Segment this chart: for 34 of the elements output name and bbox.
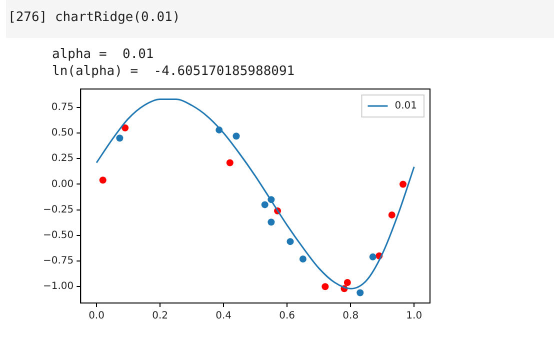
x-tick-label: 0.4 (216, 310, 232, 322)
point (232, 132, 240, 140)
point (322, 283, 329, 290)
point (99, 176, 106, 184)
y-tick-label: 0.25 (51, 153, 74, 164)
x-tick-label: 0.2 (152, 310, 168, 322)
y-tick-label: −1.00 (42, 281, 74, 292)
text: alpha = 0.01 (52, 46, 155, 63)
text: [276] chartRidge(0.01) (8, 10, 180, 25)
x-tick-label: 0.0 (88, 310, 104, 322)
point (388, 211, 396, 218)
y-tick-label: 0.50 (51, 128, 74, 139)
x-tick-label: 0.8 (342, 310, 359, 322)
point (261, 201, 268, 208)
point (122, 124, 129, 132)
text: ln(alpha) = -4.605170185988091 (52, 63, 295, 80)
y-tick-label: 0.75 (51, 102, 74, 114)
x-tick-label: 0.6 (279, 310, 296, 322)
point (226, 159, 234, 166)
legend-label: 0.01 (394, 100, 417, 112)
point (369, 253, 376, 260)
line-series (96, 98, 415, 290)
point (356, 289, 364, 296)
point (400, 180, 407, 188)
point (344, 279, 351, 286)
y-tick-label: −0.25 (42, 204, 74, 216)
point (286, 238, 294, 246)
point (268, 218, 275, 226)
point (116, 134, 124, 142)
point (299, 255, 306, 262)
y-tick-label: −0.75 (42, 256, 74, 267)
y-tick-label: 0.00 (51, 178, 74, 190)
y-tick-label: −0.50 (42, 230, 74, 242)
x-tick-label: 1.0 (406, 310, 422, 322)
